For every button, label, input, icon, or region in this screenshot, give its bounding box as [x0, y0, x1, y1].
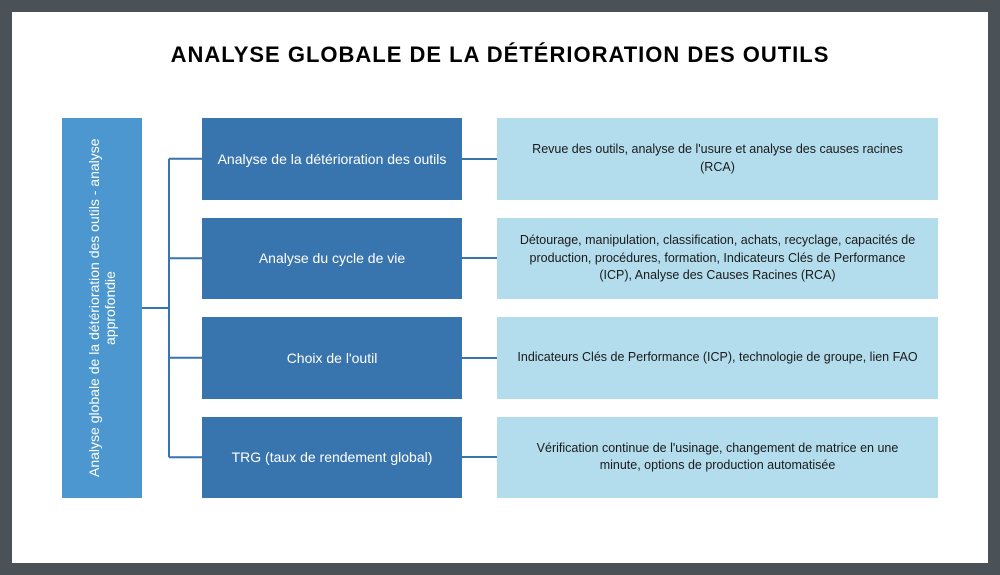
mid-node: Analyse du cycle de vie [202, 218, 462, 300]
root-node: Analyse globale de la détérioration des … [62, 118, 142, 498]
connector-line [462, 257, 497, 259]
mid-node: Choix de l'outil [202, 317, 462, 399]
mid-label: Analyse du cycle de vie [259, 250, 405, 266]
diagram-row: Analyse de la détérioration des outils Re… [202, 118, 938, 200]
leaf-label: Détourage, manipulation, classification,… [515, 232, 920, 285]
diagram-title: ANALYSE GLOBALE DE LA DÉTÉRIORATION DES … [62, 42, 938, 68]
connector-gap [462, 218, 497, 300]
root-label: Analyse globale de la détérioration des … [86, 128, 118, 488]
rows-container: Analyse de la détérioration des outils Re… [202, 118, 938, 498]
mid-label: Analyse de la détérioration des outils [218, 151, 447, 167]
diagram-row: Analyse du cycle de vie Détourage, manipu… [202, 218, 938, 300]
leaf-node: Revue des outils, analyse de l'usure et … [497, 118, 938, 200]
leaf-node: Indicateurs Clés de Performance (ICP), t… [497, 317, 938, 399]
connector-line [462, 158, 497, 160]
connector-gap [462, 118, 497, 200]
connector-line [462, 456, 497, 458]
diagram-row: Choix de l'outil Indicateurs Clés de Perf… [202, 317, 938, 399]
leaf-label: Revue des outils, analyse de l'usure et … [515, 141, 920, 176]
leaf-label: Vérification continue de l'usinage, chan… [515, 440, 920, 475]
connector-line [462, 357, 497, 359]
mid-node: Analyse de la détérioration des outils [202, 118, 462, 200]
connector-gap [462, 317, 497, 399]
connector-gap [462, 417, 497, 499]
mid-node: TRG (taux de rendement global) [202, 417, 462, 499]
leaf-node: Vérification continue de l'usinage, chan… [497, 417, 938, 499]
canvas: ANALYSE GLOBALE DE LA DÉTÉRIORATION DES … [12, 12, 988, 563]
mid-label: Choix de l'outil [287, 350, 378, 366]
connector-lines [142, 118, 202, 498]
mid-label: TRG (taux de rendement global) [232, 449, 433, 465]
leaf-label: Indicateurs Clés de Performance (ICP), t… [517, 349, 917, 367]
diagram-row: TRG (taux de rendement global) Vérificati… [202, 417, 938, 499]
connector-zone [142, 118, 202, 498]
diagram: Analyse globale de la détérioration des … [62, 118, 938, 498]
leaf-node: Détourage, manipulation, classification,… [497, 218, 938, 300]
